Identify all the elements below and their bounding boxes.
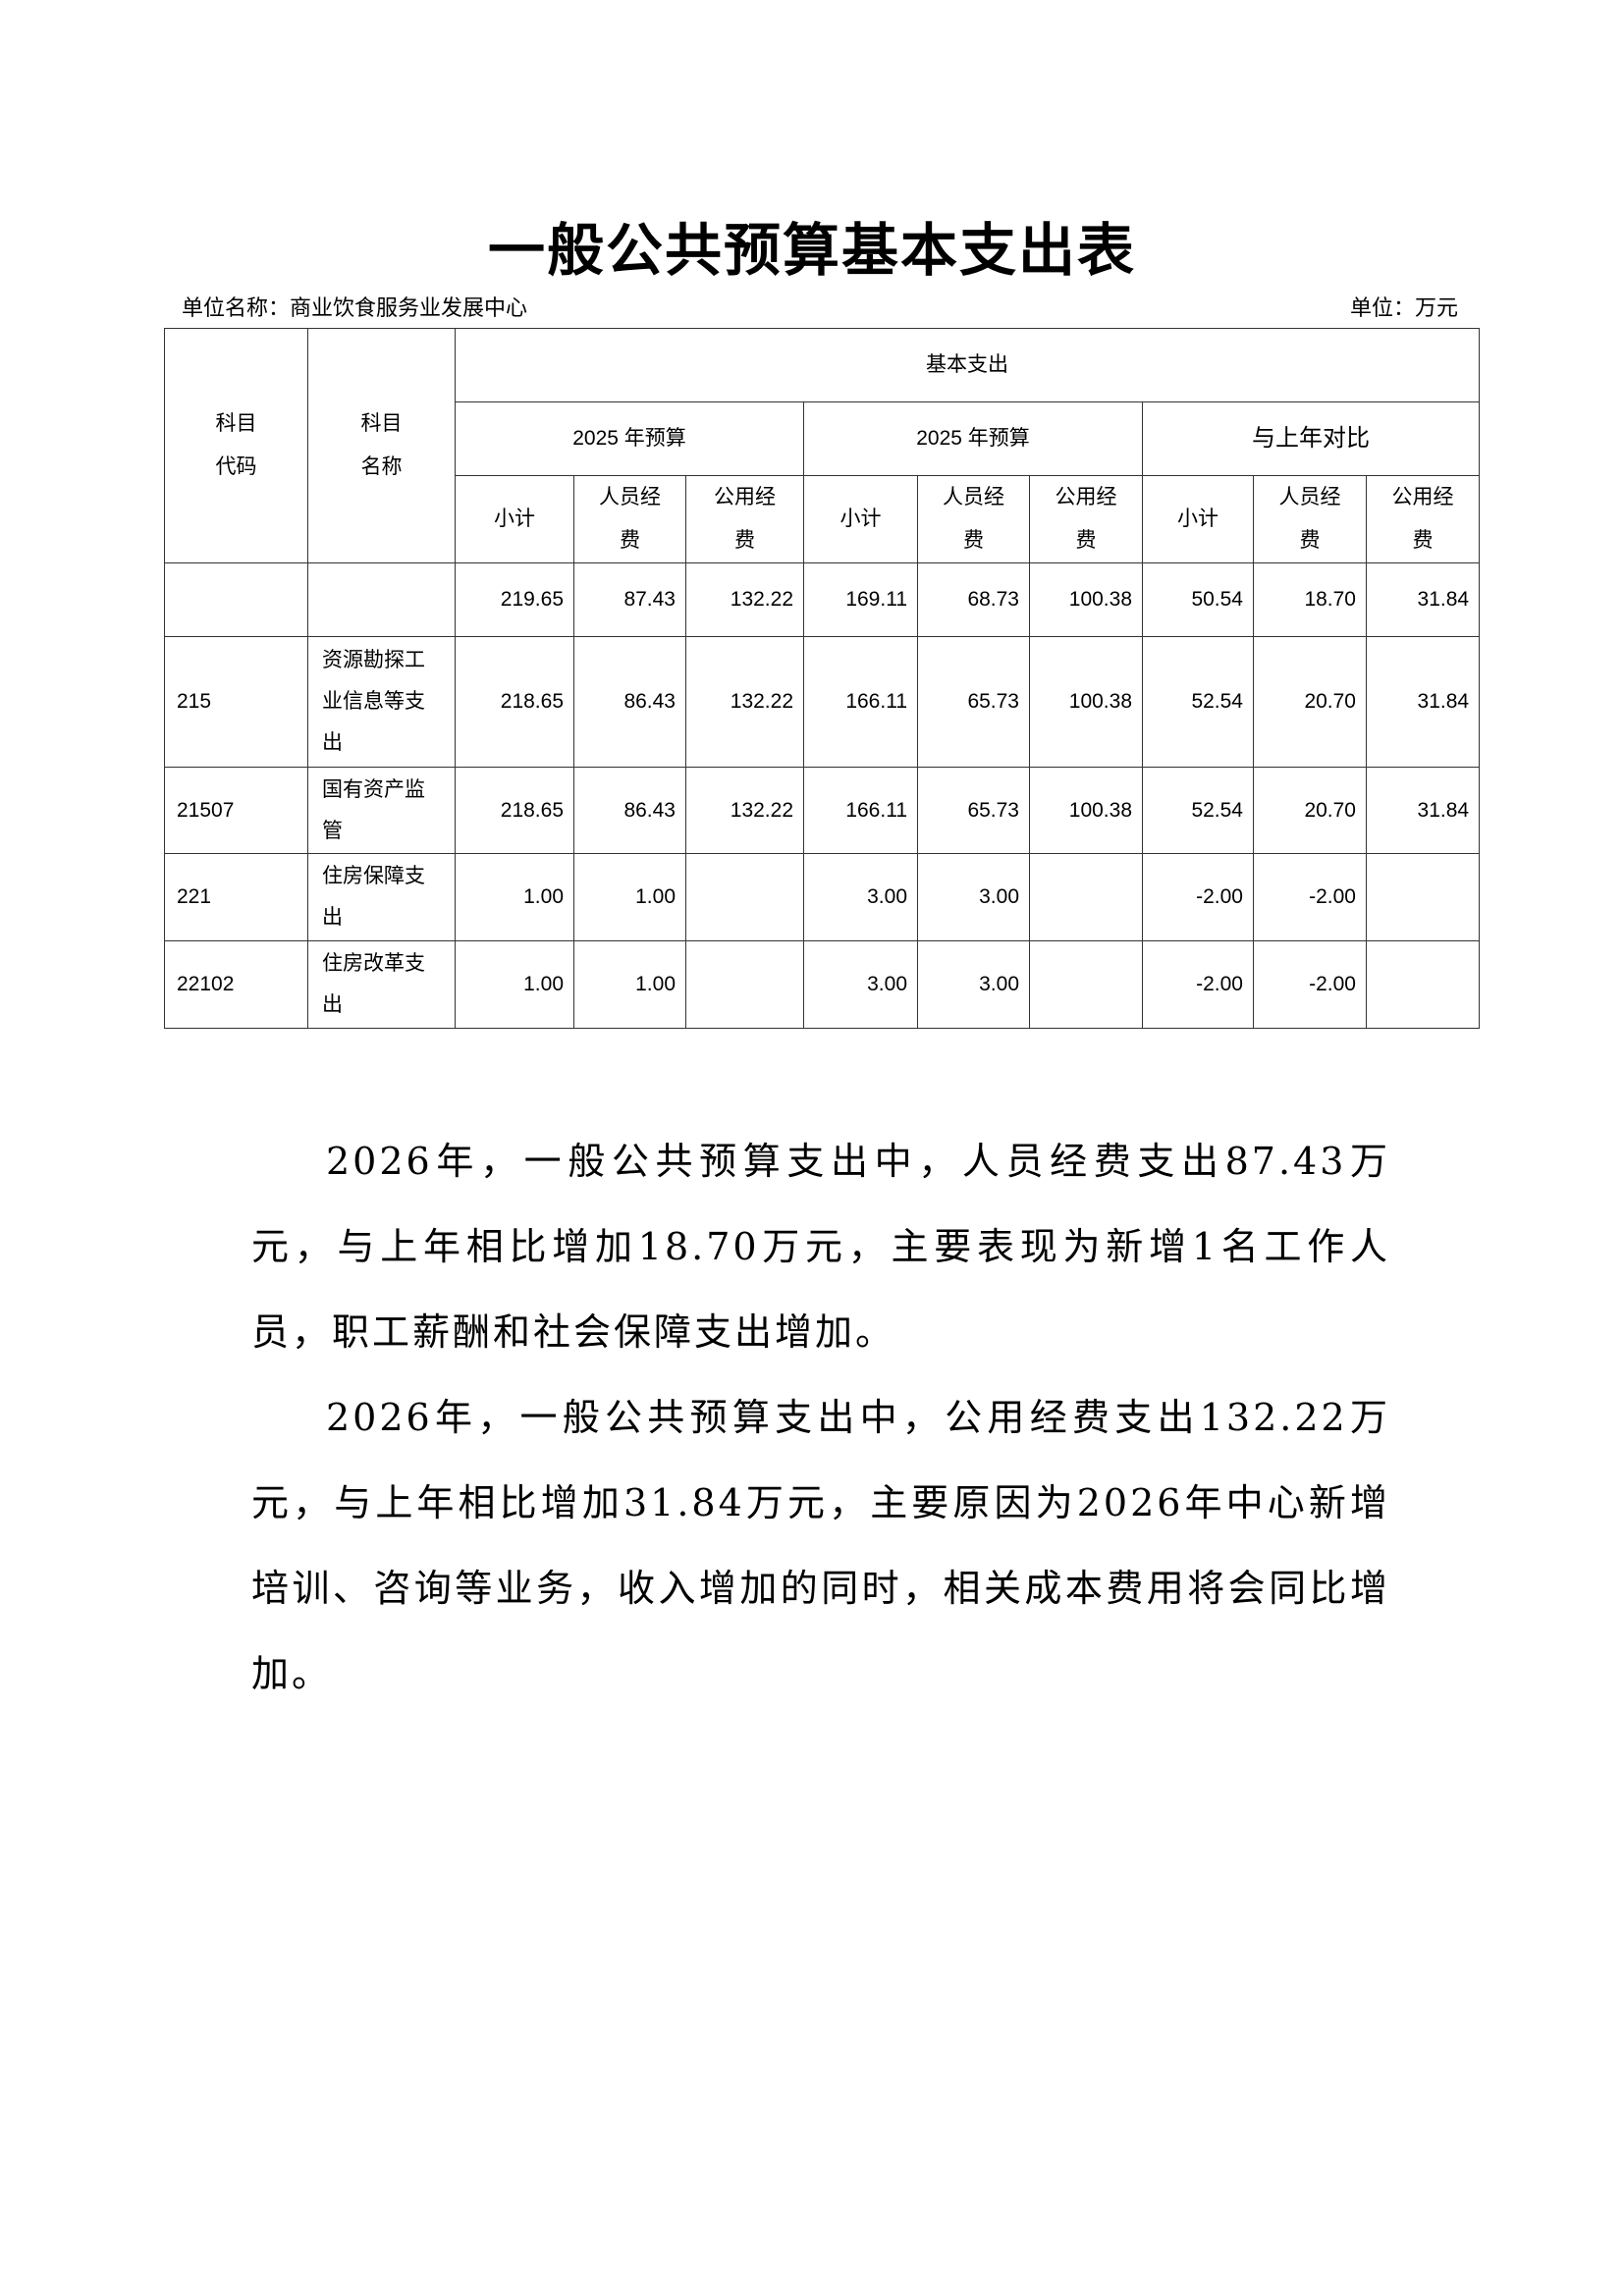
cell-value: 87.43: [573, 562, 686, 637]
budget-table: 科目代码 科目名称 基本支出 2025 年预算 2025 年预算 与上年对比 小…: [164, 328, 1481, 1029]
header-subcol: 人员经费: [917, 475, 1030, 563]
cell-value: 218.65: [455, 636, 574, 768]
cell-value: 86.43: [573, 767, 686, 854]
cell-value: 31.84: [1365, 562, 1481, 637]
header-subcol: 公用经费: [685, 475, 804, 563]
cell-value: 218.65: [455, 767, 574, 854]
cell-name: 资源勘探工业信息等支出: [307, 636, 456, 768]
header-subcol: 公用经费: [1365, 475, 1481, 563]
table-row: 221 住房保障支出 1.00 1.00 3.00 3.00 -2.00 -2.00: [164, 853, 1481, 941]
header-code: 科目代码: [164, 328, 308, 563]
cell-value: 132.22: [685, 562, 804, 637]
cell-value: 50.54: [1142, 562, 1254, 637]
cell-code: 215: [164, 636, 308, 768]
header-group: 2025 年预算: [803, 401, 1143, 476]
currency-unit: 单位：万元: [1349, 295, 1458, 320]
cell-value: 68.73: [917, 562, 1030, 637]
header-subcol: 小计: [1142, 475, 1254, 563]
cell-value: -2.00: [1142, 940, 1254, 1029]
cell-value: -2.00: [1253, 940, 1367, 1029]
cell-code: 221: [164, 853, 308, 941]
cell-value: 1.00: [573, 853, 686, 941]
cell-value: 65.73: [917, 636, 1030, 768]
cell-value: 100.38: [1029, 636, 1143, 768]
cell-value: [1029, 853, 1143, 941]
header-subcol: 公用经费: [1029, 475, 1143, 563]
table-row: 219.65 87.43 132.22 169.11 68.73 100.38 50.54 1…: [164, 562, 1481, 637]
header-subcol: 人员经费: [1253, 475, 1367, 563]
cell-value: 166.11: [803, 636, 918, 768]
header-subcol: 小计: [803, 475, 918, 563]
cell-value: 166.11: [803, 767, 918, 854]
cell-value: 3.00: [803, 940, 918, 1029]
cell-value: 169.11: [803, 562, 918, 637]
cell-code: [164, 562, 308, 637]
cell-value: 86.43: [573, 636, 686, 768]
cell-value: 1.00: [573, 940, 686, 1029]
cell-value: -2.00: [1142, 853, 1254, 941]
header-name: 科目名称: [307, 328, 456, 563]
cell-code: 22102: [164, 940, 308, 1029]
cell-value: [685, 940, 804, 1029]
cell-value: 3.00: [917, 853, 1030, 941]
table-row: 21507 国有资产监管 218.65 86.43 132.22 166.11 65.73 1…: [164, 767, 1481, 854]
cell-value: [1365, 853, 1481, 941]
cell-value: [685, 853, 804, 941]
cell-name: [307, 562, 456, 637]
cell-value: 219.65: [455, 562, 574, 637]
header-group: 与上年对比: [1141, 401, 1481, 476]
table-row: 215 资源勘探工业信息等支出 218.65 86.43 132.22 166.11 65.…: [164, 636, 1481, 768]
cell-code: 21507: [164, 767, 308, 854]
body-text: 2026年，一般公共预算支出中，人员经费支出87.43万元，与上年相比增加18.…: [251, 1119, 1390, 1717]
cell-value: 1.00: [455, 940, 574, 1029]
cell-value: -2.00: [1253, 853, 1367, 941]
cell-value: 18.70: [1253, 562, 1367, 637]
cell-value: [1365, 940, 1481, 1029]
cell-value: 65.73: [917, 767, 1030, 854]
unit-info: 单位名称：商业饮食服务业发展中心 单位：万元: [182, 291, 1458, 322]
cell-value: 31.84: [1365, 767, 1481, 854]
cell-value: 52.54: [1142, 636, 1254, 768]
cell-name: 国有资产监管: [307, 767, 456, 854]
table-row: 22102 住房改革支出 1.00 1.00 3.00 3.00 -2.00 -2.00: [164, 940, 1481, 1029]
cell-value: 3.00: [917, 940, 1030, 1029]
cell-name: 住房保障支出: [307, 853, 456, 941]
header-subcol: 小计: [455, 475, 574, 563]
header-basic: 基本支出: [454, 328, 1481, 402]
page-title: 一般公共预算基本支出表: [487, 217, 1136, 284]
cell-value: 52.54: [1142, 767, 1254, 854]
header-subcol: 人员经费: [573, 475, 686, 563]
cell-value: 20.70: [1253, 636, 1367, 768]
cell-value: 3.00: [803, 853, 918, 941]
cell-name: 住房改革支出: [307, 940, 456, 1029]
unit-name: 单位名称：商业饮食服务业发展中心: [182, 295, 528, 320]
cell-value: [1029, 940, 1143, 1029]
cell-value: 31.84: [1365, 636, 1481, 768]
cell-value: 132.22: [685, 767, 804, 854]
header-group: 2025 年预算: [455, 401, 804, 476]
paragraph: 2026年，一般公共预算支出中，公用经费支出132.22万元，与上年相比增加31…: [251, 1396, 1390, 1695]
cell-value: 100.38: [1029, 767, 1143, 854]
cell-value: 20.70: [1253, 767, 1367, 854]
cell-value: 132.22: [685, 636, 804, 768]
cell-value: 1.00: [455, 853, 574, 941]
paragraph: 2026年，一般公共预算支出中，人员经费支出87.43万元，与上年相比增加18.…: [251, 1140, 1390, 1354]
cell-value: 100.38: [1029, 562, 1143, 637]
